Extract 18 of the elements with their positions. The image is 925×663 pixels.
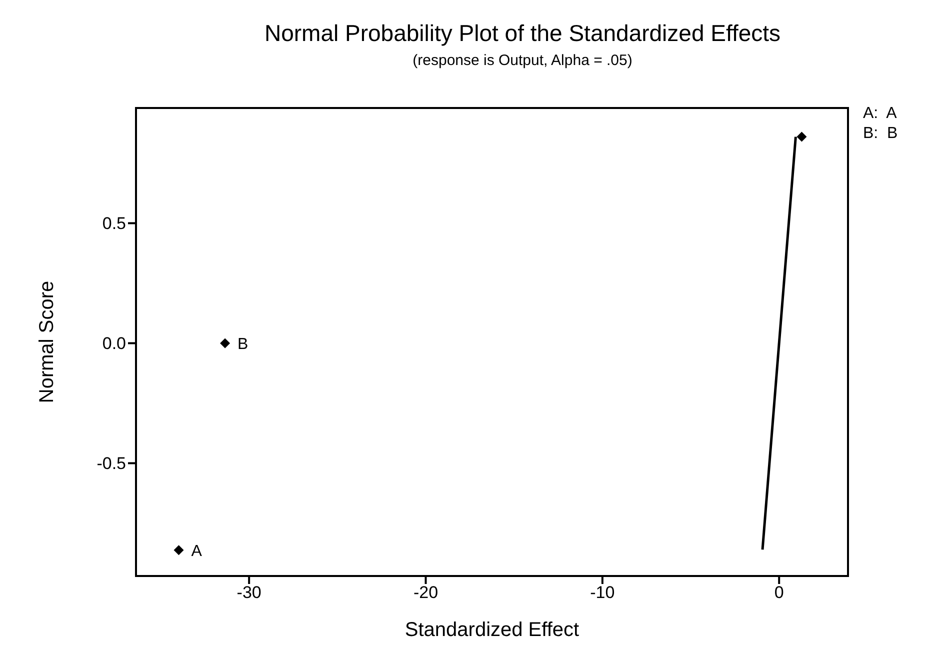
chart-title: Normal Probability Plot of the Standardized Effects bbox=[263, 20, 782, 47]
point bbox=[796, 132, 807, 142]
text: B: B bbox=[863, 124, 898, 144]
y-tick-label: 0.0 bbox=[102, 334, 126, 354]
x-tick-label: -10 bbox=[590, 583, 615, 602]
y-axis-title: Normal Score bbox=[36, 280, 58, 404]
x-tick-label: 0 bbox=[774, 583, 784, 602]
x-tick-label: -20 bbox=[413, 583, 438, 602]
chart-subtitle: (response is Output, Alpha = .05) bbox=[412, 52, 634, 69]
y-tick-label: -0.5 bbox=[96, 454, 126, 474]
x-tick-label: -30 bbox=[236, 583, 262, 602]
text: A: A bbox=[863, 104, 898, 124]
point bbox=[174, 545, 184, 556]
point bbox=[220, 338, 230, 348]
data-label: A bbox=[191, 542, 202, 560]
data-label: B bbox=[238, 336, 248, 353]
x-axis-title: Standardized Effect bbox=[404, 619, 580, 641]
y-tick-label: 0.5 bbox=[102, 214, 126, 234]
